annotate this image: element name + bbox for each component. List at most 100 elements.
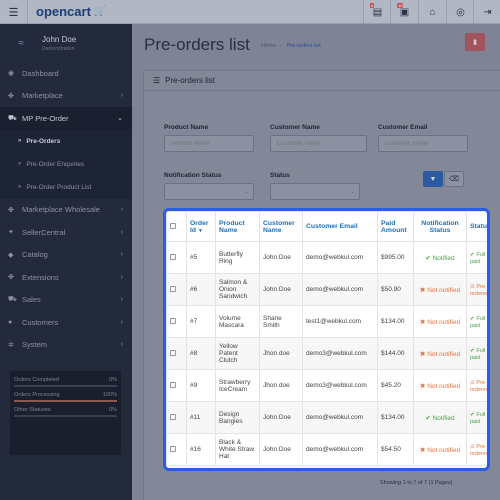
filter-button[interactable]: ▼	[423, 171, 443, 187]
notification-status-text: Notified	[432, 414, 455, 422]
bell-icon: ▣	[399, 6, 410, 18]
delete-button[interactable]: ▮	[465, 33, 485, 51]
sidebar-item-label: Sales	[22, 295, 41, 305]
orders-alert-button[interactable]: ▤ 4	[363, 0, 391, 24]
row-checkbox[interactable]	[170, 413, 176, 420]
stat-orders-completed: Orders Completed 0%	[14, 377, 117, 387]
notification-status-text: Not notified	[427, 286, 461, 294]
customer-email-input[interactable]	[378, 135, 468, 152]
opencart-logo[interactable]: opencart 🛒	[36, 4, 106, 19]
col-customer-name[interactable]: Customer Name	[259, 211, 303, 242]
sidebar-subitem-label: Pre-Order Enquiries	[26, 160, 85, 168]
cross-icon: ✖	[419, 446, 426, 454]
col-paid-amount[interactable]: Paid Amount	[377, 211, 414, 242]
chevron-right-icon: ›	[120, 318, 123, 326]
avatar: ≈	[18, 37, 24, 49]
help-button[interactable]: ◎	[446, 0, 474, 24]
status-cell: ✔ Full paid	[466, 337, 487, 370]
sidebar-item-mp-pre-order[interactable]: ⛟ MP Pre-Order ⌄	[0, 107, 132, 130]
product-name-cell: Volume Mascara	[215, 305, 260, 338]
notifications-button[interactable]: ▣ 10	[390, 0, 418, 24]
row-checkbox[interactable]	[170, 285, 176, 292]
notification-status-text: Not notified	[427, 382, 461, 390]
chevron-right-icon: ›	[120, 228, 123, 236]
stat-label: Other Statuses	[14, 407, 51, 413]
row-select-cell	[166, 305, 187, 338]
product-name-cell: Design Bangles	[215, 401, 260, 434]
row-select-cell	[166, 241, 187, 274]
logout-icon: ⇥	[483, 6, 492, 18]
logout-button[interactable]: ⇥	[473, 0, 500, 24]
status-select[interactable]: ⌄	[270, 183, 360, 200]
breadcrumb-current[interactable]: Pre-orders list	[286, 43, 321, 49]
col-customer-email[interactable]: Customer Email	[302, 211, 378, 242]
row-select-cell	[166, 433, 187, 466]
order-status-text: Full paid	[470, 315, 486, 329]
trash-icon: ▮	[473, 39, 477, 46]
cart-icon: ⛟	[8, 296, 17, 304]
sidebar-item-label: Catalog	[22, 250, 48, 260]
check-icon: ✔	[470, 251, 475, 258]
sidebar-item-extensions[interactable]: ✤ Extensions ›	[0, 266, 132, 289]
row-select-cell	[166, 401, 187, 434]
customer-name-cell: Jhon doe	[259, 337, 303, 370]
stat-other-statuses: Other Statuses 0%	[14, 407, 117, 417]
notification-status-select[interactable]: ⌄	[164, 183, 254, 200]
breadcrumb-home[interactable]: Home	[261, 43, 276, 49]
sidebar-subitem-pre-order-enquiries[interactable]: » Pre-Order Enquiries	[0, 152, 132, 176]
paid-amount-cell: $50.90	[377, 273, 414, 306]
sidebar-item-dashboard[interactable]: ◉ Dashboard	[0, 62, 132, 85]
cross-icon: ✖	[419, 318, 426, 326]
puzzle-icon: ✤	[8, 92, 14, 100]
sidebar-item-sales[interactable]: ⛟ Sales ›	[0, 289, 132, 312]
sidebar-item-marketplace-wholesale[interactable]: ✤ Marketplace Wholesale ›	[0, 199, 132, 222]
order-status-text: Pre-ordered	[470, 379, 489, 393]
row-checkbox[interactable]	[170, 349, 176, 356]
sidebar-subitem-pre-order-product-list[interactable]: » Pre-Order Product List	[0, 175, 132, 199]
col-order-id[interactable]: Order Id ▼	[186, 211, 216, 242]
chevron-right-icon: ›	[120, 296, 123, 304]
filter-icon: ▼	[429, 175, 437, 183]
customer-email-cell: test1@webkul.com	[302, 305, 378, 338]
sidebar-item-sellercentral[interactable]: ✦ SellerCentral ›	[0, 221, 132, 244]
sidebar-item-customers[interactable]: ● Customers ›	[0, 311, 132, 334]
sidebar-subitem-pre-orders[interactable]: » Pre-Orders	[0, 129, 132, 153]
paid-amount-cell: $144.00	[377, 337, 414, 370]
status-cell: ⊙ Pre-ordered	[466, 369, 489, 402]
col-product-name[interactable]: Product Name	[215, 211, 260, 242]
profile[interactable]: ≈ John Doe Demonstration	[0, 24, 132, 62]
table-row: #7 Volume Mascara Shane Smith test1@webkul.…	[166, 305, 487, 338]
sidebar-item-catalog[interactable]: ◆ Catalog ›	[0, 244, 132, 267]
order-status-text: Pre-ordered	[470, 443, 489, 457]
product-name-input[interactable]	[164, 135, 254, 152]
clock-icon: ⊙	[470, 443, 475, 450]
menu-toggle-button[interactable]: ☰	[0, 0, 28, 24]
clock-icon: ⊙	[470, 379, 475, 386]
clear-filter-button[interactable]: ⌫	[444, 171, 464, 187]
customer-name-cell: John Doe	[259, 401, 303, 434]
users-icon: ✦	[8, 229, 14, 237]
order-status-text: Pre-ordered	[470, 283, 489, 297]
row-checkbox[interactable]	[170, 445, 176, 452]
stat-orders-processing: Orders Processing 100%	[14, 392, 117, 402]
notification-status-label: Notification Status	[164, 172, 222, 179]
eraser-icon: ⌫	[449, 176, 459, 183]
status-cell: ✔ Full paid	[466, 241, 487, 274]
row-checkbox[interactable]	[170, 317, 176, 324]
sidebar-item-label: Extensions	[22, 272, 59, 282]
orders-badge: 4	[370, 3, 375, 8]
col-status[interactable]: Status	[466, 211, 487, 242]
row-checkbox[interactable]	[170, 381, 176, 388]
row-checkbox[interactable]	[170, 253, 176, 260]
home-button[interactable]: ⌂	[418, 0, 446, 24]
product-name-cell: Salmon & Onion Sandwich	[215, 273, 260, 306]
status-label: Status	[270, 172, 290, 179]
col-notification-status[interactable]: Notification Status	[413, 211, 467, 242]
sidebar-item-system[interactable]: ✲ System ›	[0, 334, 132, 357]
select-all-checkbox[interactable]	[170, 222, 176, 229]
sidebar-item-marketplace[interactable]: ✤ Marketplace ›	[0, 85, 132, 108]
orders-icon: ▤	[372, 6, 383, 18]
row-select-cell	[166, 369, 187, 402]
customer-name-input[interactable]	[270, 135, 367, 152]
table-body: #5 Butterfly Ring John Doe demo@webkul.com $…	[166, 241, 489, 466]
